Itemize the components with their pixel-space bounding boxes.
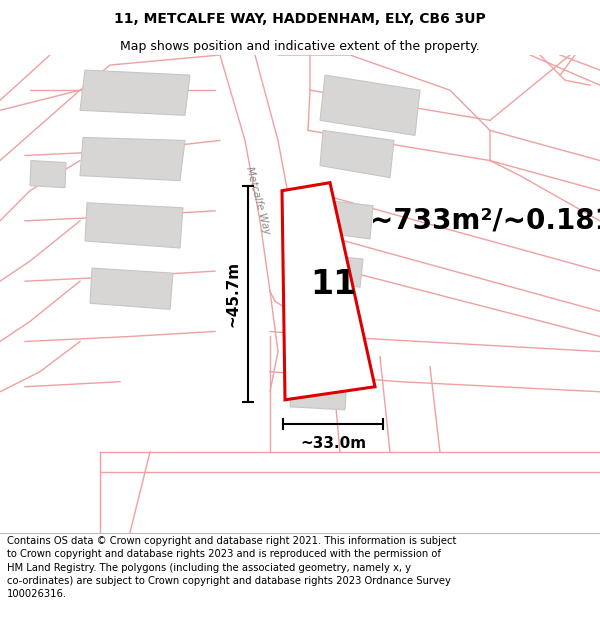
Polygon shape xyxy=(320,131,394,178)
Polygon shape xyxy=(290,341,347,369)
Text: Contains OS data © Crown copyright and database right 2021. This information is : Contains OS data © Crown copyright and d… xyxy=(7,536,457,599)
Polygon shape xyxy=(85,202,183,248)
Text: 11: 11 xyxy=(310,269,356,301)
Polygon shape xyxy=(310,254,363,288)
Polygon shape xyxy=(320,75,420,136)
Text: ~33.0m: ~33.0m xyxy=(300,436,366,451)
Polygon shape xyxy=(90,268,173,309)
Polygon shape xyxy=(80,70,190,116)
Polygon shape xyxy=(310,199,373,239)
Polygon shape xyxy=(80,138,185,181)
Polygon shape xyxy=(282,182,375,400)
Polygon shape xyxy=(290,374,347,410)
Text: Metcalfe Way: Metcalfe Way xyxy=(244,166,272,236)
Text: ~45.7m: ~45.7m xyxy=(225,261,240,327)
Text: ~733m²/~0.181ac.: ~733m²/~0.181ac. xyxy=(370,207,600,235)
Polygon shape xyxy=(30,161,66,188)
Text: 11, METCALFE WAY, HADDENHAM, ELY, CB6 3UP: 11, METCALFE WAY, HADDENHAM, ELY, CB6 3U… xyxy=(114,12,486,26)
Text: Map shows position and indicative extent of the property.: Map shows position and indicative extent… xyxy=(120,39,480,52)
